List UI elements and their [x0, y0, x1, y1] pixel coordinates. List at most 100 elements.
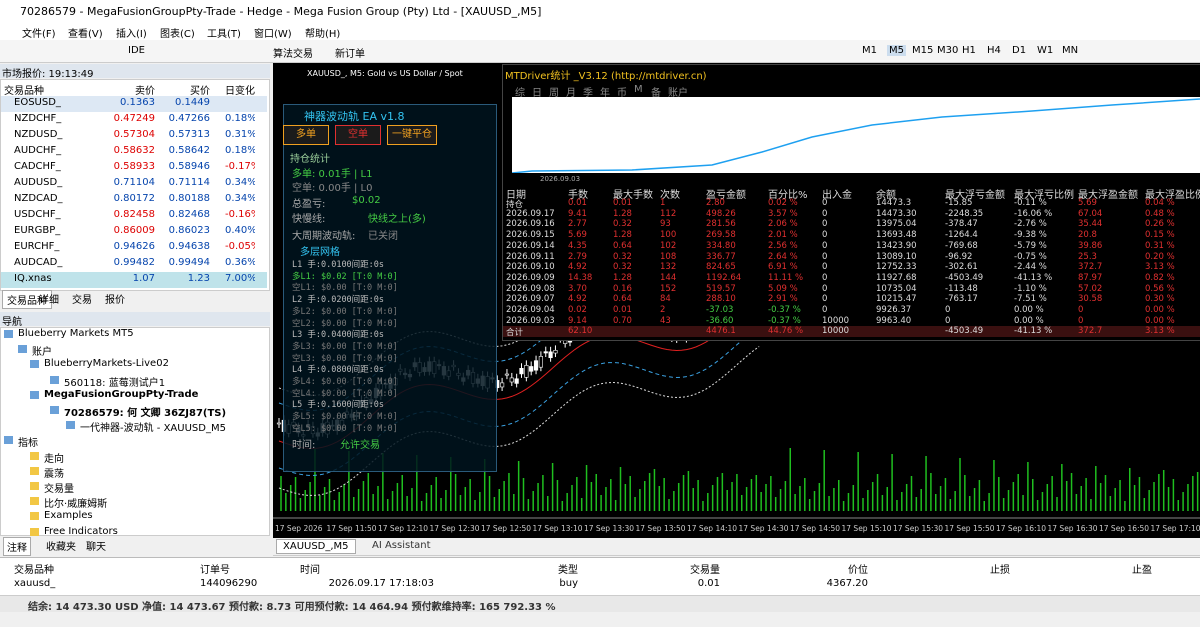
tree-icon — [30, 466, 39, 475]
trade-cell[interactable]: buy — [559, 578, 578, 589]
tree-icon — [30, 390, 39, 399]
tree-item[interactable]: Free Indicators — [44, 525, 118, 537]
chart-tab-strip — [273, 65, 493, 79]
stats-cell: 132 — [660, 262, 677, 273]
stats-column-header: 手数 — [568, 190, 588, 201]
stats-tab[interactable]: 备 — [651, 88, 661, 99]
tree-item[interactable]: 指标 — [18, 438, 38, 450]
market-cell[interactable]: NZDCHF_ — [14, 113, 62, 124]
trade-cell[interactable]: 144096290 — [200, 578, 258, 589]
ea-panel — [283, 104, 497, 472]
timeframe-button[interactable]: W1 — [1037, 45, 1054, 56]
stats-tab[interactable]: 日 — [532, 88, 542, 99]
tree-item[interactable]: MegaFusionGroupPty-Trade — [44, 388, 199, 400]
menu-item[interactable]: 图表(C) — [160, 29, 195, 40]
panel-tab[interactable]: 收藏夹 — [46, 542, 76, 553]
ea-grid-line: 空L4: $0.00 [T:0 M:0] — [292, 388, 398, 399]
stats-tab[interactable]: 周 — [549, 88, 559, 99]
stats-tab[interactable]: 币 — [617, 88, 627, 99]
timeframe-button[interactable]: D1 — [1012, 45, 1027, 56]
market-cell[interactable]: AUDUSD_ — [14, 177, 63, 188]
market-cell[interactable]: EOSUSD_ — [14, 97, 61, 108]
tree-item[interactable]: 震荡 — [44, 468, 64, 480]
market-cell: 0.31% — [225, 129, 255, 140]
chart-tab[interactable]: AI Assistant — [372, 540, 431, 551]
tree-item[interactable]: Examples — [44, 510, 93, 522]
toolbar-button[interactable]: 新订单 — [335, 49, 365, 60]
market-cell[interactable]: IQ.xnas — [14, 273, 52, 284]
x-axis-label: 17 Sep 11:50 — [327, 524, 377, 533]
menu-item[interactable]: 窗口(W) — [254, 29, 292, 40]
stats-cell: 2.06 % — [768, 219, 798, 230]
stats-cell: -4503.49 — [945, 272, 984, 283]
stats-cell: 0 — [822, 283, 828, 294]
stats-cell: 3.57 % — [768, 208, 798, 219]
stats-cell: 10000 — [822, 326, 850, 337]
menu-item[interactable]: 插入(I) — [116, 29, 147, 40]
menu-item[interactable]: 帮助(H) — [305, 29, 341, 40]
stats-column-header: 最大浮亏比例 — [1014, 190, 1074, 201]
market-cell[interactable]: NZDUSD_ — [14, 129, 63, 140]
tree-item[interactable]: 账户 — [32, 347, 52, 359]
market-cell: 0.58946 — [168, 161, 210, 172]
trade-cell[interactable]: xauusd_ — [14, 578, 56, 589]
stats-cell: 2026.09.07 — [506, 294, 555, 305]
timeframe-button[interactable]: M1 — [862, 45, 877, 56]
trade-cell[interactable]: 2026.09.17 17:18:03 — [328, 578, 434, 589]
stats-column-header: 次数 — [660, 190, 680, 201]
ea-button[interactable]: 空单 — [335, 125, 381, 145]
menu-item[interactable]: 文件(F) — [22, 29, 56, 40]
tree-item[interactable]: 交易量 — [44, 484, 74, 495]
stats-tab[interactable]: 综 — [515, 88, 525, 99]
stats-cell: -2248.35 — [945, 208, 984, 219]
timeframe-button[interactable]: M30 — [937, 45, 959, 56]
stats-cell: -1264.4 — [945, 230, 978, 241]
tree-item[interactable]: 一代神器-波动轨 - XAUUSD_M5 — [80, 423, 226, 435]
market-cell: 0.86023 — [168, 225, 210, 236]
market-cell[interactable]: USDCHF_ — [14, 209, 61, 220]
chart-tab[interactable]: XAUUSD_,M5 — [276, 539, 356, 554]
stats-tab[interactable]: 季 — [583, 88, 593, 99]
panel-tab[interactable]: 报价 — [105, 295, 125, 306]
stats-tab[interactable]: M — [634, 84, 643, 95]
ea-button[interactable]: 一键平仓 — [387, 125, 437, 145]
market-cell[interactable]: EURGBP_ — [14, 225, 61, 236]
stats-tab[interactable]: 月 — [566, 88, 576, 99]
panel-tab[interactable]: 交易 — [72, 295, 92, 306]
ea-button[interactable]: 多单 — [283, 125, 329, 145]
stats-cell: 43 — [660, 315, 671, 326]
trade-cell[interactable]: 4367.20 — [826, 578, 868, 589]
toolbar-button[interactable]: 算法交易 — [273, 49, 313, 60]
tree-item[interactable]: BlueberryMarkets-Live02 — [44, 358, 169, 370]
stats-cell: 0.01 — [568, 198, 587, 208]
tree-item[interactable]: 比尔·威廉姆斯 — [44, 499, 108, 511]
tree-item[interactable]: Blueberry Markets MT5 — [18, 328, 134, 339]
stats-tab[interactable]: 账户 — [668, 88, 688, 99]
panel-tab[interactable]: 注释 — [3, 537, 31, 556]
market-cell[interactable]: NZDCAD_ — [14, 193, 63, 204]
market-cell[interactable]: AUDCAD_ — [14, 257, 63, 268]
timeframe-button[interactable]: H4 — [987, 45, 1001, 56]
tree-item[interactable]: 走向 — [44, 453, 64, 465]
tree-item[interactable]: 560118: 蓝莓测试户1 — [64, 377, 166, 389]
tree-item[interactable]: 70286579: 何 文卿 36ZJ87(TS) — [64, 408, 227, 419]
panel-tab[interactable]: 交易品种 — [2, 290, 52, 309]
timeframe-button[interactable]: M15 — [912, 45, 934, 56]
stats-cell: 0.32 — [613, 251, 632, 262]
market-cell[interactable]: AUDCHF_ — [14, 145, 62, 156]
timeframe-button[interactable]: H1 — [962, 45, 976, 56]
trade-column-header: 时间 — [300, 565, 320, 576]
trade-cell[interactable]: 0.01 — [697, 578, 720, 589]
stats-tab[interactable]: 年 — [600, 88, 610, 99]
toolbar-button[interactable]: IDE — [128, 45, 145, 56]
menu-item[interactable]: 工具(T) — [207, 29, 241, 40]
menu-item[interactable]: 查看(V) — [68, 29, 103, 40]
panel-tab[interactable]: 详细 — [39, 295, 59, 306]
panel-tab[interactable]: 聊天 — [86, 542, 106, 553]
market-cell[interactable]: CADCHF_ — [14, 161, 61, 172]
timeframe-button[interactable]: M5 — [887, 45, 906, 56]
timeframe-button[interactable]: MN — [1062, 45, 1079, 56]
row-highlight — [1, 272, 267, 288]
stats-cell: 0.56 % — [1145, 283, 1175, 294]
market-cell[interactable]: EURCHF_ — [14, 241, 60, 252]
